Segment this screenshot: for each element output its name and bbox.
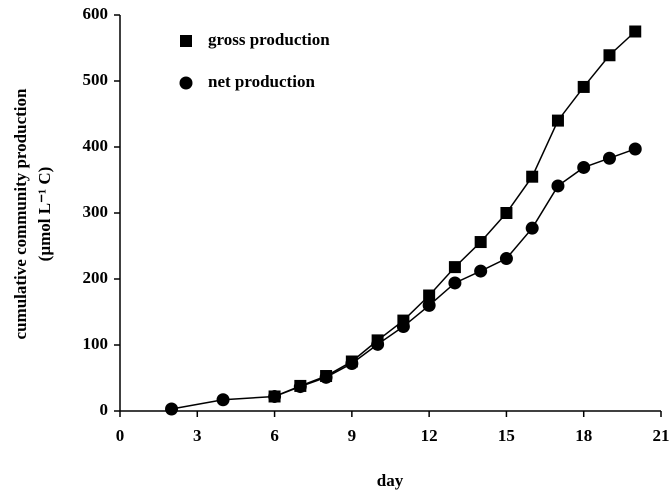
y-tick-label: 100: [83, 334, 109, 353]
x-tick-label: 0: [116, 426, 125, 445]
marker: [526, 170, 539, 183]
marker: [423, 289, 436, 302]
marker: [551, 179, 565, 193]
y-tick-label: 600: [83, 4, 109, 23]
marker: [629, 25, 642, 38]
marker: [320, 370, 333, 383]
legend-marker: [180, 35, 192, 47]
legend-label: net production: [208, 72, 315, 91]
marker: [397, 314, 410, 327]
marker: [577, 80, 590, 93]
marker: [422, 298, 436, 312]
y-tick-label: 0: [100, 400, 109, 419]
x-tick-label: 21: [653, 426, 670, 445]
marker: [551, 114, 564, 127]
marker: [216, 393, 230, 407]
marker: [345, 355, 358, 368]
marker: [371, 334, 384, 347]
y-tick-label: 500: [83, 70, 109, 89]
y-tick-label: 200: [83, 268, 109, 287]
marker: [474, 236, 487, 249]
x-tick-label: 18: [575, 426, 592, 445]
x-tick-label: 9: [348, 426, 357, 445]
marker: [165, 402, 179, 416]
marker: [448, 261, 461, 274]
marker: [500, 207, 513, 219]
x-tick-label: 15: [498, 426, 515, 445]
marker: [525, 221, 539, 235]
x-axis-label: day: [377, 471, 404, 490]
x-tick-label: 6: [270, 426, 279, 445]
marker: [499, 252, 513, 266]
marker: [268, 390, 281, 403]
marker: [294, 379, 307, 392]
y-axis-label: (µmol L⁻¹ C): [35, 167, 54, 262]
y-axis-label: cumulative community production: [11, 88, 30, 339]
legend-marker: [179, 76, 193, 90]
y-tick-label: 400: [83, 136, 109, 155]
x-tick-label: 12: [421, 426, 438, 445]
marker: [602, 151, 616, 165]
marker: [474, 264, 488, 278]
x-tick-label: 3: [193, 426, 202, 445]
legend-label: gross production: [208, 30, 330, 49]
marker: [448, 276, 462, 290]
marker: [577, 160, 591, 174]
y-tick-label: 300: [83, 202, 109, 221]
marker: [628, 142, 642, 156]
marker: [603, 49, 616, 62]
series-line: [171, 148, 636, 410]
